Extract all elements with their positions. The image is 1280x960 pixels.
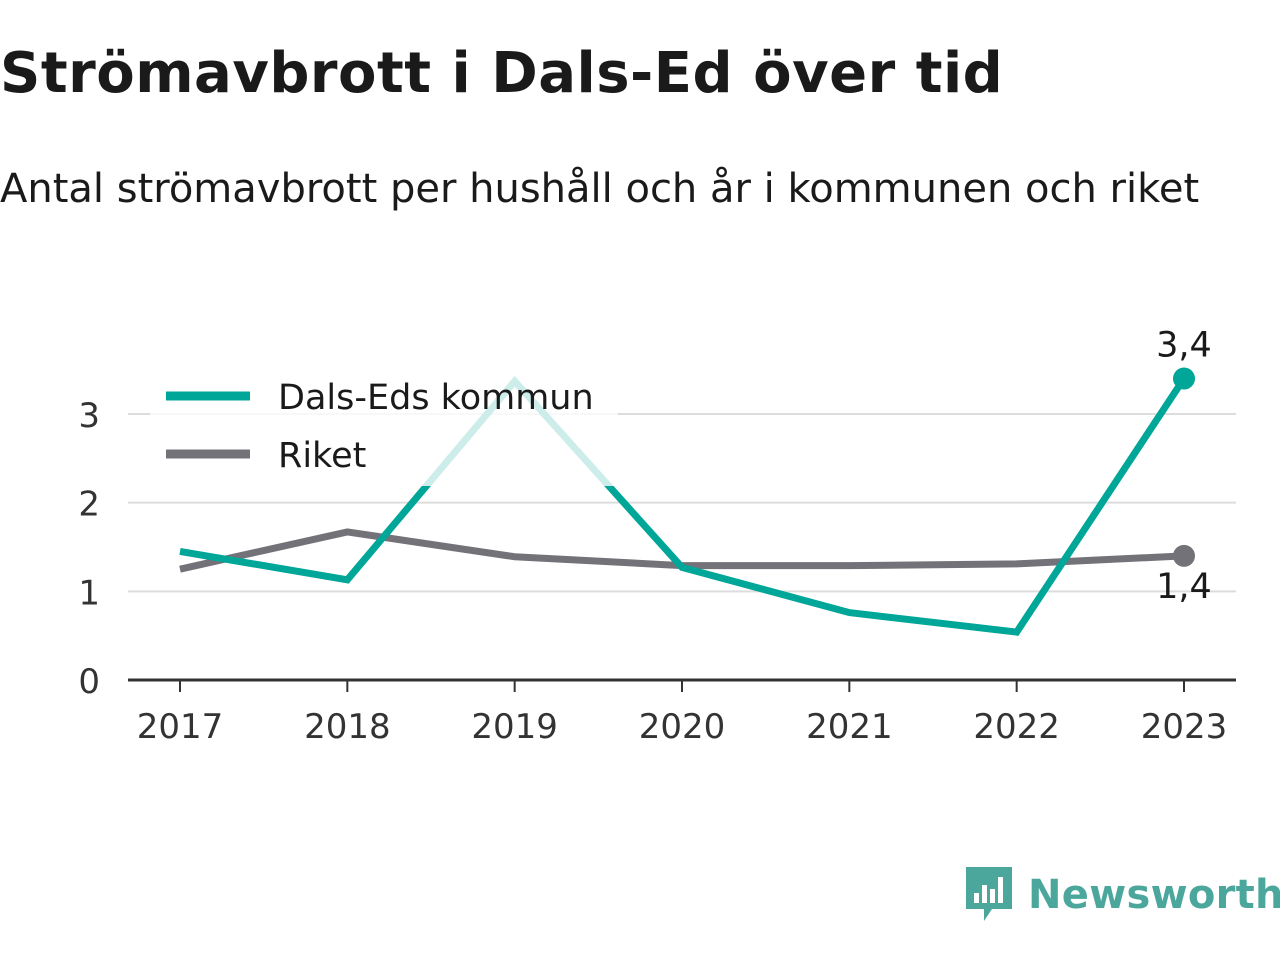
series-lines bbox=[179, 375, 1187, 636]
end-value-label: 1,4 bbox=[1156, 567, 1212, 607]
y-tick-label: 0 bbox=[78, 662, 100, 702]
x-tick-label: 2019 bbox=[471, 707, 558, 747]
y-axis-ticks: 0 1 2 3 bbox=[78, 396, 100, 702]
end-value-label: 3,4 bbox=[1156, 326, 1212, 366]
newsworthy-logo-icon bbox=[966, 867, 1012, 921]
x-axis: 2017 2018 2019 2020 2021 2022 2023 bbox=[128, 678, 1236, 747]
y-tick-label: 2 bbox=[78, 485, 100, 525]
end-points: 3,4 1,4 bbox=[1156, 326, 1212, 607]
newsworthy-logo: Newsworthy bbox=[964, 864, 1280, 926]
x-tick-label: 2021 bbox=[806, 707, 893, 747]
series-line-dals-eds-kommun bbox=[179, 375, 1187, 636]
legend-background bbox=[150, 372, 618, 486]
x-tick-label: 2022 bbox=[973, 707, 1060, 747]
brand-name: Newsworthy bbox=[1028, 872, 1280, 918]
chart-title: Strömavbrott i Dals-Ed över tid bbox=[0, 41, 1004, 106]
x-tick-label: 2018 bbox=[304, 707, 391, 747]
end-point-marker bbox=[1173, 544, 1195, 567]
legend: Dals-Eds kommun Riket bbox=[150, 372, 618, 486]
y-tick-label: 1 bbox=[78, 573, 100, 613]
chart-subtitle: Antal strömavbrott per hushåll och år i … bbox=[0, 166, 1200, 212]
end-point-marker bbox=[1173, 367, 1195, 390]
x-tick-label: 2020 bbox=[639, 707, 726, 747]
legend-label: Riket bbox=[278, 436, 366, 476]
x-tick-label: 2023 bbox=[1141, 707, 1228, 747]
x-tick-label: 2017 bbox=[137, 707, 224, 747]
y-tick-label: 3 bbox=[78, 396, 100, 436]
legend-label: Dals-Eds kommun bbox=[278, 378, 594, 418]
